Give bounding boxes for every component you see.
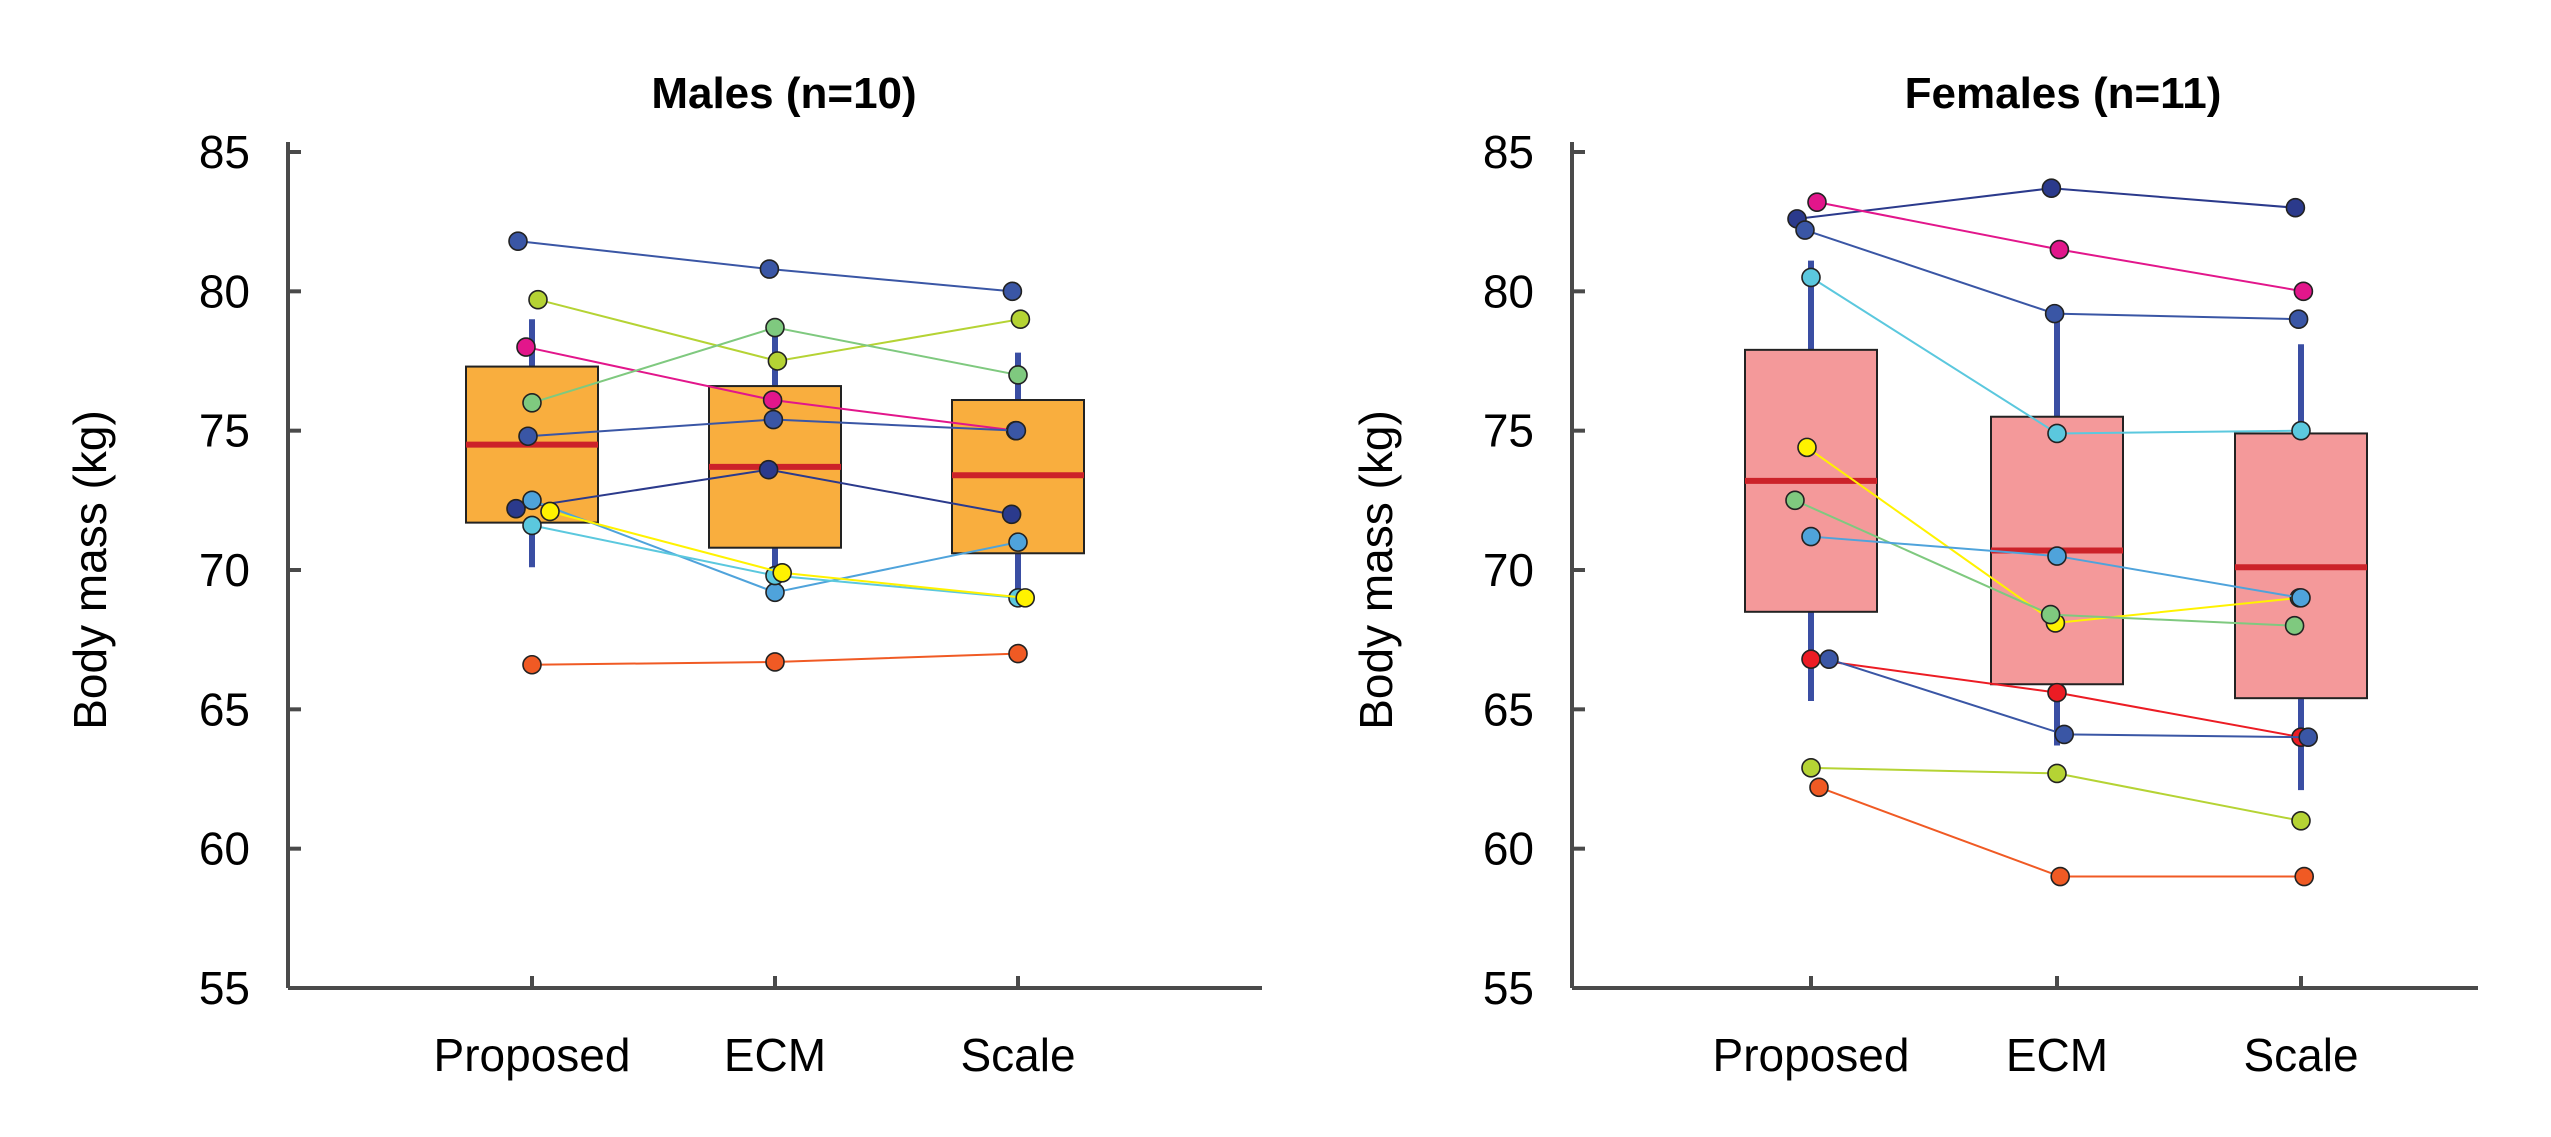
subject-point [2047,546,2067,566]
subject-point [2047,763,2067,784]
subject-point [2293,281,2314,302]
subject-point [1006,420,1027,441]
subject-point [2041,178,2062,199]
y-tick-label: 80 [1483,265,1534,317]
subject-point [522,392,542,413]
y-tick-label: 80 [199,265,250,317]
subject-point [1809,777,1829,798]
y-tick-label: 65 [1483,683,1534,735]
y-tick-label: 70 [199,544,250,596]
subject-point [765,652,785,672]
y-tick-label: 75 [1483,405,1534,457]
subject-point [2047,682,2067,703]
subject-point [2291,420,2311,441]
subject-point [1801,649,1821,669]
subject-point [2291,810,2311,831]
subject-point [1801,526,1821,547]
subject-point [763,409,784,430]
subject-line [1818,786,2305,878]
subject-point [518,426,538,447]
subject-point [772,562,793,583]
subject-point [1785,490,1805,511]
subject-point [765,582,785,603]
panel-females: Females (n=11) Body mass (kg) 55 60 65 70 75 80… [1350,69,2478,1081]
subject-point [1015,588,1035,608]
y-tick-label: 55 [1483,962,1534,1014]
subject-point [516,337,536,357]
subject-point [2040,604,2061,625]
subject-point [2047,423,2067,444]
subject-point [522,654,542,675]
subject-point [1819,649,1839,669]
y-tick-label: 60 [1483,823,1534,875]
panel-males: Males (n=10) Body mass (kg) 55 60 65 70 75 80 85… [64,69,1262,1081]
chart-title: Females (n=11) [1905,69,2222,118]
x-tick-label: ECM [724,1029,826,1081]
subject-point [2298,727,2318,748]
subject-point [765,317,785,338]
subject-point [506,498,526,519]
subject-point [2294,866,2314,887]
subject-point [2044,303,2065,324]
x-tick-label: Proposed [434,1029,631,1081]
subject-point [1797,437,1817,458]
x-tick-label: ECM [2006,1029,2108,1081]
subject-point [762,390,783,410]
subject-point [2284,615,2305,636]
subject-point [758,459,779,480]
y-tick-label: 70 [1483,544,1534,596]
subject-point [2050,866,2070,887]
subject-point [1008,643,1028,664]
subject-point [1795,220,1815,240]
y-axis-label: Body mass (kg) [1350,410,1402,730]
subject-point [1010,309,1031,330]
subject-point [1002,281,1023,302]
subject-point [522,515,542,536]
subject-point [540,501,560,522]
subject-point [1801,267,1821,288]
subject-point [767,351,788,371]
subject-point [1008,365,1028,385]
subject-point [1008,532,1028,552]
subject-point [2291,588,2311,608]
y-tick-label: 55 [199,962,250,1014]
x-tick-label: Proposed [1713,1029,1910,1081]
y-tick-label: 85 [199,126,250,178]
y-tick-label: 65 [199,683,250,735]
subject-point [1001,504,1022,525]
y-axis-label: Body mass (kg) [64,410,116,730]
x-tick-label: Scale [2243,1029,2358,1081]
y-tick-label: 60 [199,823,250,875]
subject-point [528,289,548,310]
subject-point [2288,309,2309,330]
x-tick-label: Scale [960,1029,1075,1081]
subject-point [2049,239,2070,260]
chart-title: Males (n=10) [651,69,916,118]
subject-point [1801,758,1821,778]
y-tick-label: 75 [199,405,250,457]
subject-point [759,259,780,279]
subject-point [2054,724,2074,745]
y-tick-label: 85 [1483,126,1534,178]
subject-point [2285,197,2306,218]
subject-point [508,231,528,251]
subject-point [1807,192,1827,212]
subject-point [522,490,542,511]
